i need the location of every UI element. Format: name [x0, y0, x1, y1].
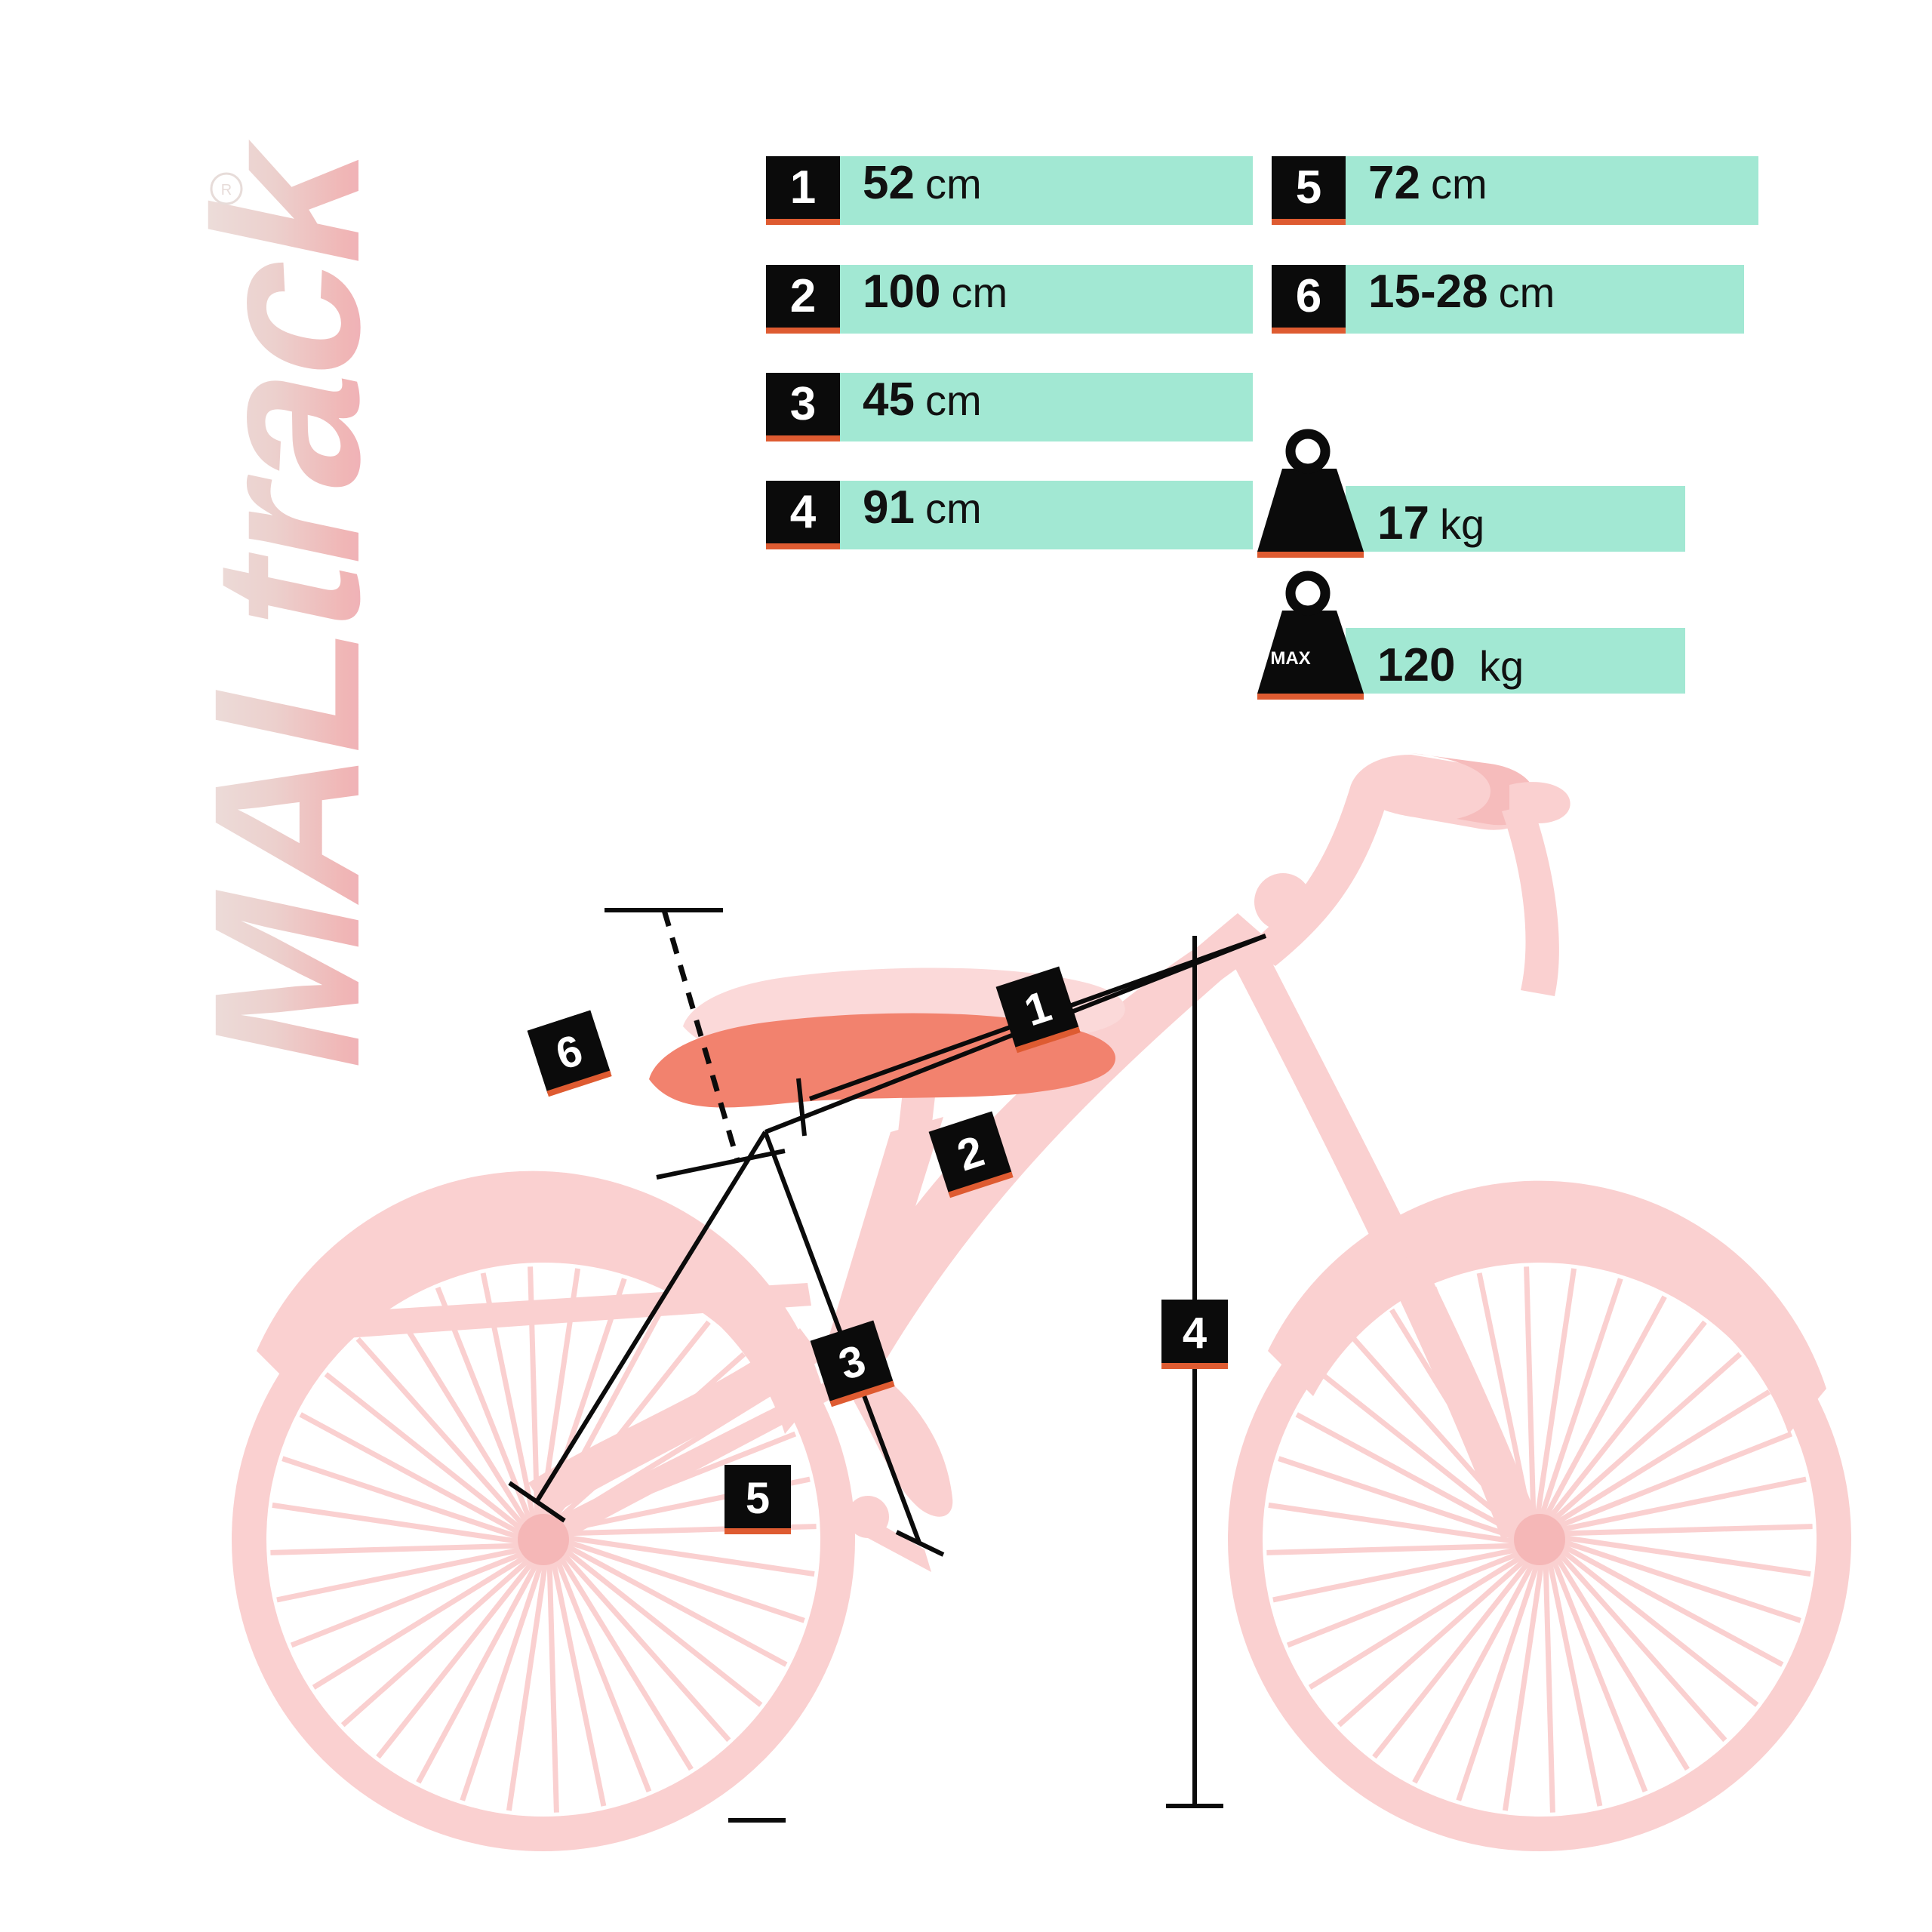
- svg-text:5: 5: [746, 1474, 770, 1523]
- svg-text:4: 4: [1183, 1309, 1207, 1358]
